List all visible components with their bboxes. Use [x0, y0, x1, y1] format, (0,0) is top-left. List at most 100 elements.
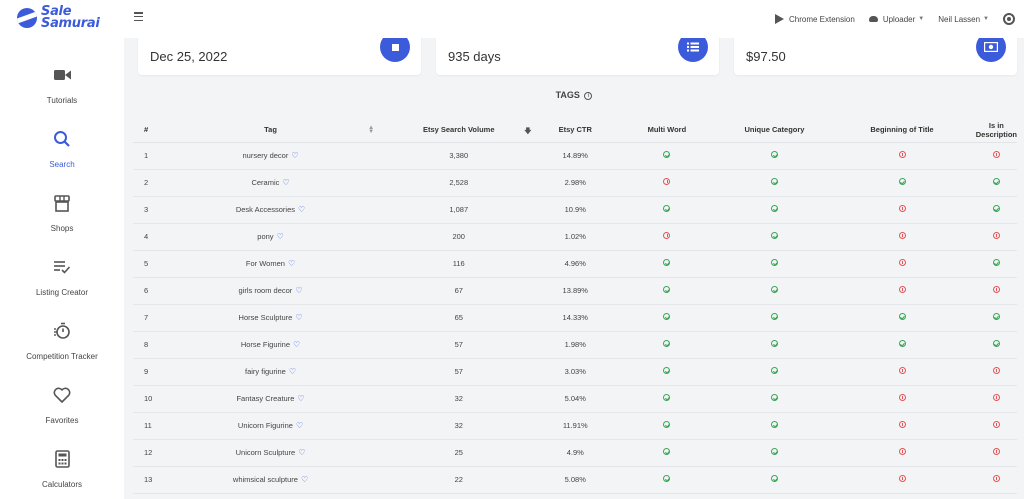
search-volume-cell: 57 [380, 358, 538, 386]
favorite-heart-icon[interactable]: ♡ [295, 313, 303, 322]
ctr-cell: 5.04% [537, 385, 614, 413]
ctr-cell: 14.33% [537, 304, 614, 332]
chevron-down-icon: ▼ [983, 16, 989, 22]
sidebar-item-calculators[interactable]: Calculators [0, 449, 124, 499]
row-number: 2 [133, 169, 161, 197]
tag-cell: girls room decor ♡ [160, 277, 381, 305]
unique-status-cell [720, 196, 829, 224]
uploader-dropdown[interactable]: Uploader ▼ [868, 15, 925, 24]
tag-cell: whimsical sculpture ♡ [160, 466, 381, 494]
check-circle-icon [663, 205, 671, 212]
favorite-heart-icon[interactable]: ♡ [300, 475, 309, 484]
hamburger-menu-icon[interactable] [134, 12, 143, 21]
sort-descending-icon[interactable]: 🡇 [524, 128, 532, 135]
alert-circle-icon [898, 475, 906, 482]
alert-circle-icon [663, 232, 671, 239]
sale-samurai-logo[interactable]: Sale Samurai [17, 5, 100, 30]
ctr-cell: 1.98% [537, 331, 614, 359]
check-circle-icon [992, 178, 1000, 185]
user-menu-dropdown[interactable]: Neil Lassen ▼ [938, 15, 989, 24]
check-circle-icon [770, 394, 778, 401]
store-icon [52, 193, 72, 213]
check-circle-icon [663, 475, 671, 482]
column-header-beginning-of-title: Beginning of Title [828, 118, 976, 143]
check-circle-icon [898, 340, 906, 347]
column-header-is-in-description: Is in Description [975, 118, 1017, 143]
ctr-cell: 13.89% [537, 277, 614, 305]
tag-text: Horse Sculpture [238, 313, 293, 322]
beginning-status-cell [828, 250, 976, 278]
alert-circle-icon [898, 394, 906, 401]
check-circle-icon [770, 232, 778, 239]
info-icon[interactable]: i [584, 92, 593, 100]
cloud-upload-icon [868, 16, 878, 22]
check-circle-icon [770, 448, 778, 455]
favorite-heart-icon[interactable]: ♡ [288, 367, 297, 376]
favorite-heart-icon[interactable]: ♡ [276, 232, 284, 241]
favorite-heart-icon[interactable]: ♡ [295, 286, 303, 295]
sidebar-item-competition-tracker[interactable]: Competition Tracker [0, 321, 124, 381]
tag-text: nursery decor [242, 151, 289, 160]
alert-circle-icon [898, 232, 906, 239]
sidebar-item-label: Calculators [41, 480, 82, 489]
favorite-heart-icon[interactable]: ♡ [298, 448, 306, 457]
play-store-icon [775, 14, 784, 24]
check-circle-icon [992, 340, 1000, 347]
tag-cell: Horse Figurine ♡ [160, 331, 381, 359]
chrome-extension-link[interactable]: Chrome Extension [775, 14, 855, 24]
check-circle-icon [663, 421, 671, 428]
favorite-heart-icon[interactable]: ♡ [293, 340, 301, 349]
sidebar-item-search[interactable]: Search [0, 129, 124, 189]
alert-circle-icon [992, 448, 1000, 455]
beginning-status-cell [828, 196, 976, 224]
column-header-unique-category: Unique Category [720, 118, 829, 143]
unique-status-cell [720, 466, 829, 494]
stat-card-value: Dec 25, 2022 [150, 49, 228, 64]
check-circle-icon [770, 475, 778, 482]
tag-cell: Unicorn Sculpture ♡ [160, 439, 381, 467]
table-row: 1 nursery decor ♡ 3,380 14.89% [133, 142, 1017, 170]
gear-icon[interactable] [1003, 13, 1015, 25]
desc-status-cell [975, 412, 1017, 440]
row-number: 12 [133, 439, 161, 467]
sidebar-item-tutorials[interactable]: Tutorials [0, 65, 124, 125]
alert-circle-icon [898, 448, 906, 455]
ctr-cell: 14.89% [537, 142, 614, 170]
favorite-heart-icon[interactable]: ♡ [297, 394, 305, 403]
alert-circle-icon [992, 475, 1000, 482]
table-row: 2 Ceramic ♡ 2,528 2.98% [133, 169, 1017, 197]
check-circle-icon [770, 340, 778, 347]
check-circle-icon [992, 259, 1000, 266]
table-row: 12 Unicorn Sculpture ♡ 25 4.9% [133, 439, 1017, 467]
row-number: 6 [133, 277, 161, 305]
tag-cell: For Women ♡ [160, 250, 381, 278]
list-check-icon [52, 257, 72, 277]
sidebar-item-listing-creator[interactable]: Listing Creator [0, 257, 124, 317]
sidebar-item-favorites[interactable]: Favorites [0, 385, 124, 445]
column-header-multi-word: Multi Word [613, 118, 721, 143]
column-header-tag[interactable]: Tag ▲ ▼ [160, 118, 381, 143]
unique-status-cell [720, 169, 829, 197]
favorite-heart-icon[interactable]: ♡ [295, 421, 304, 430]
multi-status-cell [613, 412, 721, 440]
alert-circle-icon [992, 232, 1000, 239]
heart-icon [52, 385, 72, 405]
column-header-etsy-search-volume[interactable]: Etsy Search Volume 🡇 [380, 118, 538, 143]
favorite-heart-icon[interactable]: ♡ [282, 178, 290, 187]
desc-status-cell [975, 196, 1017, 224]
row-number: 5 [133, 250, 161, 278]
favorite-heart-icon[interactable]: ♡ [298, 205, 306, 214]
favorite-heart-icon[interactable]: ♡ [291, 151, 299, 160]
tag-text: fairy figurine [245, 367, 286, 376]
tag-cell: Horse Sculpture ♡ [160, 304, 381, 332]
sidebar-item-shops[interactable]: Shops [0, 193, 124, 253]
check-circle-icon [663, 313, 671, 320]
table-row: 3 Desk Accessories ♡ 1,087 10.9% [133, 196, 1017, 224]
tag-text: girls room decor [238, 286, 293, 295]
sort-icon[interactable]: ▲ ▼ [368, 125, 375, 135]
ctr-cell: 11.91% [537, 412, 614, 440]
beginning-status-cell [828, 439, 976, 467]
row-number: 4 [133, 223, 161, 251]
chevron-down-icon: ▼ [918, 16, 925, 22]
favorite-heart-icon[interactable]: ♡ [287, 259, 296, 268]
